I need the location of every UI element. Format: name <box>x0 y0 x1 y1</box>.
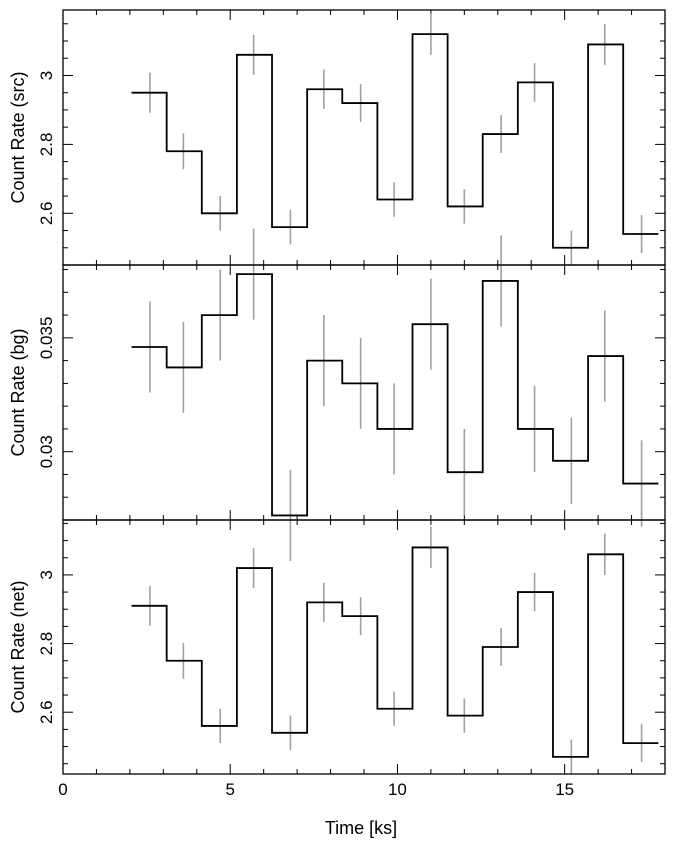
y-tick-label: 3 <box>37 71 56 80</box>
panel-frame <box>62 519 666 775</box>
y-tick-label: 0.03 <box>37 435 56 468</box>
panel-bg: 0.03 0.035 Count Rate (bg) <box>8 228 666 561</box>
x-axis-label: Time [ks] <box>325 818 397 838</box>
y-tick-label: 2.8 <box>37 632 56 656</box>
y-axis-label: Count Rate (src) <box>8 71 28 203</box>
y-axis-label: Count Rate (bg) <box>8 328 28 456</box>
y-tick-label: 3 <box>37 570 56 579</box>
series-step-bg <box>131 273 659 517</box>
y-tick-label: 0.035 <box>37 317 56 360</box>
x-tick-label: 10 <box>388 780 407 799</box>
x-tick-label: 0 <box>58 780 67 799</box>
series-step-src <box>131 33 659 249</box>
y-axis-label: Count Rate (net) <box>8 580 28 713</box>
panel-frame <box>62 9 666 266</box>
x-tick-label: 5 <box>225 780 234 799</box>
x-tick-label: 15 <box>555 780 574 799</box>
y-tick-label: 2.6 <box>37 700 56 724</box>
y-tick-label: 2.8 <box>37 133 56 157</box>
series-step-net <box>131 546 659 758</box>
panel-frame <box>62 264 666 521</box>
panel-src: 2.6 2.8 3 Count Rate (src) <box>8 9 666 266</box>
panel-net: 2.6 2.8 3 Count Rate (net) <box>8 519 666 775</box>
y-tick-label: 2.6 <box>37 201 56 225</box>
